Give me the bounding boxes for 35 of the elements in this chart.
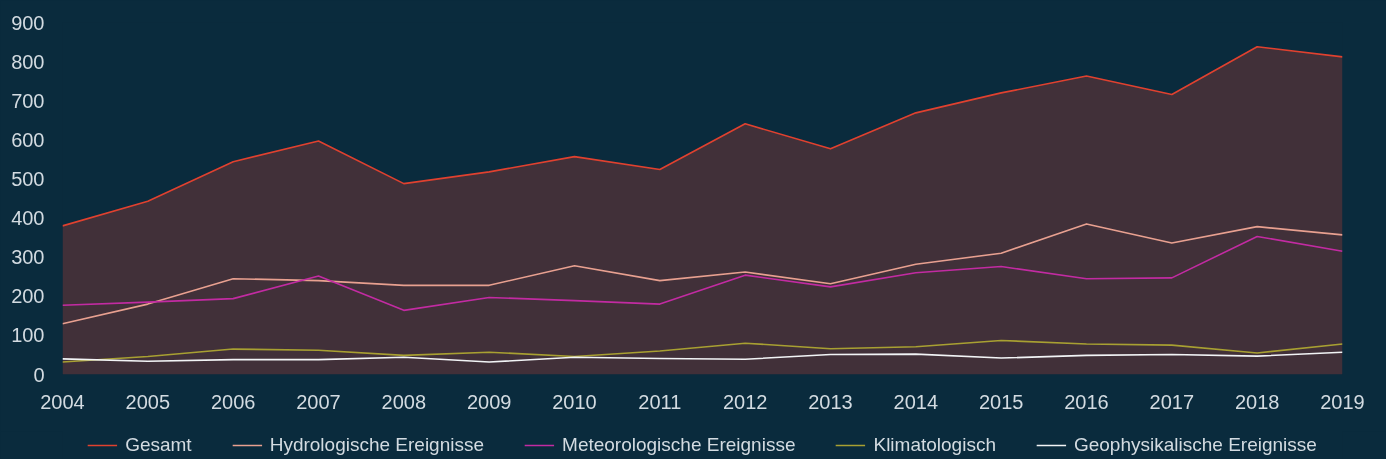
x-tick-label: 2015 [978,390,1024,413]
y-tick-label: 800 [11,50,45,73]
y-tick-label: 300 [11,246,45,269]
x-tick-label: 2013 [808,390,853,413]
y-tick-label: 200 [11,285,45,308]
y-tick-label: 0 [33,363,45,386]
line-series [62,223,1343,325]
line-series [62,235,1343,312]
legend-label: Meteorologische Ereignisse [562,434,796,456]
line-series [62,339,1343,363]
y-tick-label: 600 [11,128,45,151]
x-tick-label: 2016 [1064,390,1109,413]
y-tick-label: 700 [11,89,45,112]
x-tick-label: 2005 [125,390,171,413]
y-tick-label: 100 [11,324,45,347]
x-tick-label: 2014 [893,390,939,413]
x-tick-label: 2012 [722,390,768,413]
x-tick-label: 2007 [296,390,341,413]
x-tick-label: 2008 [381,390,427,413]
x-tick-label: 2019 [1320,390,1365,413]
x-tick-label: 2009 [466,390,512,413]
legend-label: Geophysikalische Ereignisse [1073,434,1317,456]
x-tick-label: 2006 [210,390,256,413]
x-tick-label: 2004 [40,390,85,413]
x-tick-label: 2017 [1149,390,1195,413]
y-tick-label: 400 [11,207,45,230]
legend-label: Hydrologische Ereignisse [269,434,485,456]
x-tick-label: 2011 [638,390,682,413]
legend-label: Gesamt [125,434,192,456]
y-tick-label: 900 [11,11,45,34]
x-tick-label: 2010 [552,390,597,413]
line-series [62,351,1343,363]
x-tick-label: 2018 [1234,390,1280,413]
legend-label: Klimatologisch [873,434,996,456]
y-tick-label: 500 [11,167,45,190]
